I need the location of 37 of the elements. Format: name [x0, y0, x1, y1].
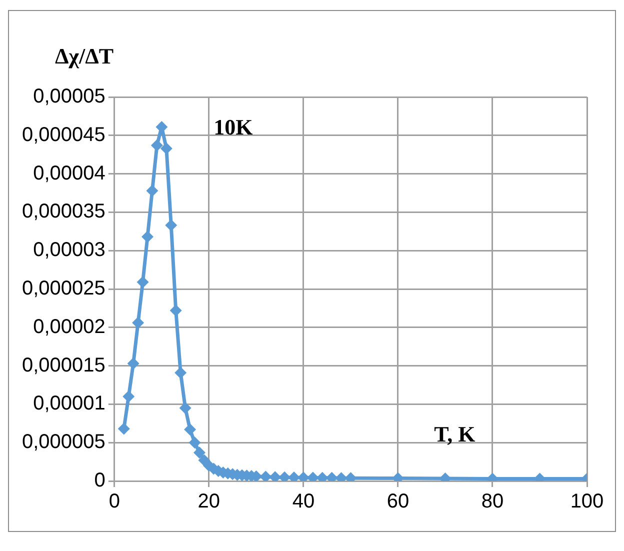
x-axis-title: T, K [434, 422, 476, 447]
point [170, 304, 182, 317]
x-tick-label: 100 [570, 490, 604, 513]
y-tick-label: 0,000015 [22, 354, 106, 376]
point [136, 276, 149, 288]
point [165, 219, 178, 232]
x-tick-label: 20 [198, 490, 220, 513]
annotation: 10K [214, 114, 253, 140]
point [188, 436, 201, 449]
x-tick-label: 80 [481, 490, 504, 513]
x-tick-label: 0 [108, 490, 120, 513]
point [118, 422, 130, 435]
y-tick-label: 0,000045 [22, 124, 106, 146]
y-tick-label: 0,000025 [22, 278, 106, 300]
point [184, 424, 196, 436]
y-tick-label: 0,00003 [33, 239, 106, 262]
point [260, 470, 272, 481]
y-tick-label: 0,00004 [33, 162, 106, 184]
point [127, 357, 140, 370]
point [142, 230, 154, 243]
y-tick-label: 0,00001 [33, 392, 106, 415]
x-tick-label: 40 [292, 490, 315, 513]
point [132, 316, 144, 329]
y-tick-label: 0,000005 [22, 431, 106, 454]
point [174, 366, 187, 379]
y-axis-title: Δχ/ΔT [55, 44, 114, 69]
point [146, 184, 158, 197]
x-tick-label: 60 [386, 490, 410, 513]
y-tick-label: 0,00005 [33, 86, 106, 108]
point [193, 446, 206, 459]
point [122, 390, 135, 403]
point [150, 139, 163, 152]
point [179, 402, 192, 414]
y-tick-label: 0,000035 [22, 200, 106, 223]
point [160, 142, 172, 154]
y-tick-label: 0 [94, 470, 106, 492]
y-tick-label: 0,00002 [33, 316, 106, 338]
